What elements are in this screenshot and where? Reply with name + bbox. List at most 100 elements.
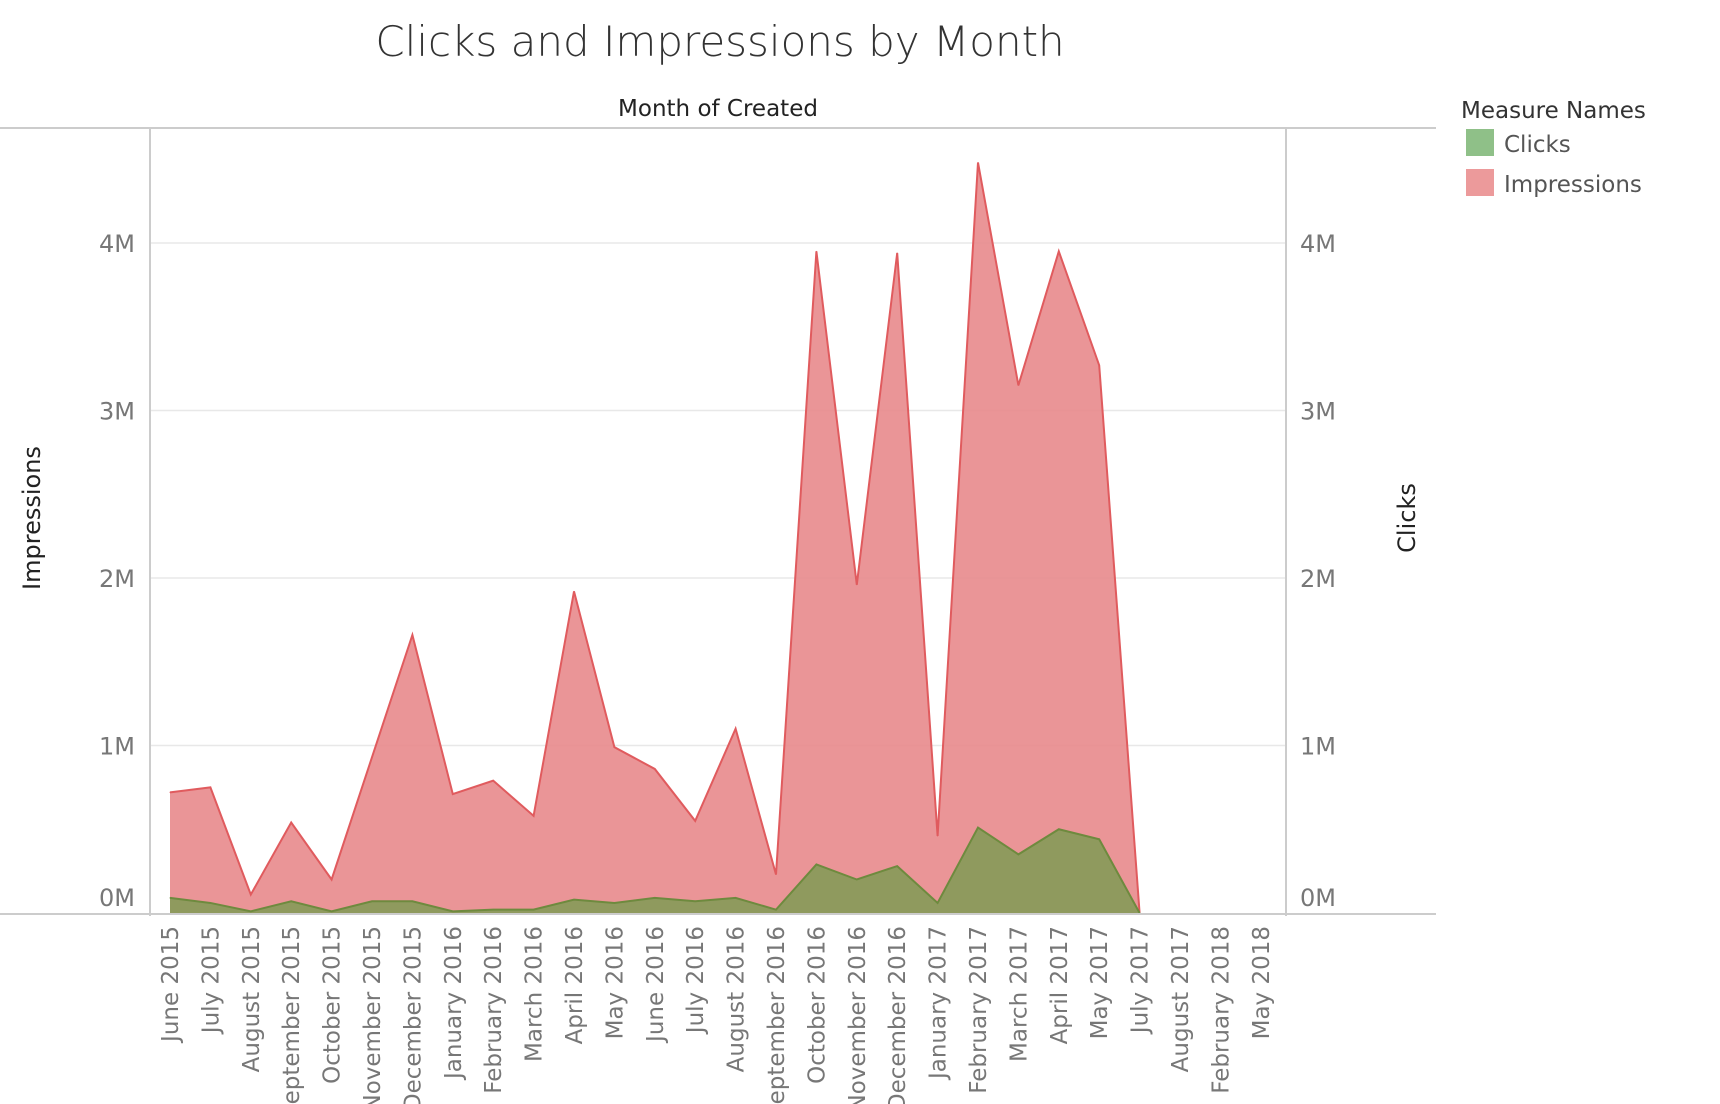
clicks-point (815, 863, 817, 865)
x-tick-label: May 2016 (602, 926, 628, 1039)
right-tick-label: 4M (1300, 230, 1336, 258)
right-tick-label: 1M (1300, 733, 1336, 761)
clicks-point (452, 910, 454, 912)
x-tick-label: September 2016 (764, 926, 790, 1104)
clicks-point (654, 897, 656, 899)
legend-label-clicks: Clicks (1504, 132, 1571, 158)
x-tick-label: July 2015 (198, 926, 224, 1035)
clicks-point (694, 900, 696, 902)
legend-title: Measure Names (1461, 98, 1646, 124)
clicks-point (1098, 838, 1100, 840)
impressions-point (492, 780, 494, 782)
impressions-point (250, 894, 252, 896)
clicks-point (775, 909, 777, 911)
x-tick-label: May 2017 (1087, 926, 1113, 1039)
clicks-point (613, 902, 615, 904)
x-tick-label: February 2017 (966, 926, 992, 1094)
impressions-point (209, 786, 211, 788)
impressions-point (856, 584, 858, 586)
clicks-area (170, 827, 1140, 913)
x-tick-label: October 2015 (320, 926, 346, 1084)
impressions-point (775, 873, 777, 875)
impressions-point (815, 250, 817, 252)
x-tick-label: February 2016 (481, 926, 507, 1094)
clicks-point (371, 900, 373, 902)
plot-areas (169, 162, 1141, 914)
impressions-point (1017, 384, 1019, 386)
x-tick-label: July 2016 (683, 926, 709, 1035)
x-tick-label: March 2017 (1006, 926, 1032, 1062)
impressions-point (331, 879, 333, 880)
x-tick-label: November 2015 (360, 926, 386, 1104)
right-axis-ticks: 0M 1M 2M 3M 4M (1300, 230, 1336, 912)
left-tick-label: 4M (99, 230, 135, 258)
legend: Measure Names Clicks Impressions (1461, 98, 1646, 198)
x-tick-label: January 2017 (926, 926, 952, 1081)
clicks-point (735, 897, 737, 899)
clicks-point (209, 902, 211, 904)
clicks-point (492, 909, 494, 911)
x-tick-label: July 2017 (1128, 926, 1154, 1035)
x-tick-label: May 2018 (1249, 926, 1275, 1039)
impressions-area (170, 162, 1140, 914)
impressions-point (896, 252, 898, 254)
legend-swatch-clicks (1466, 129, 1494, 156)
clicks-point (250, 910, 252, 912)
x-tick-label: December 2015 (400, 926, 426, 1104)
left-tick-label: 2M (99, 565, 135, 593)
clicks-point (896, 865, 898, 867)
impressions-point (654, 768, 656, 770)
x-tick-label: August 2017 (1168, 926, 1194, 1072)
x-tick-label: June 2016 (643, 926, 669, 1044)
impressions-point (452, 793, 454, 795)
x-tick-label: December 2016 (885, 926, 911, 1104)
impressions-point (290, 822, 292, 824)
clicks-point (290, 900, 292, 902)
legend-swatch-impressions (1466, 169, 1494, 196)
impressions-point (1058, 250, 1060, 252)
left-tick-label: 1M (99, 733, 135, 761)
left-tick-label: 3M (99, 398, 135, 426)
x-tick-label: April 2016 (562, 926, 588, 1044)
clicks-point (856, 879, 858, 880)
clicks-point (1058, 828, 1060, 830)
right-tick-label: 2M (1300, 565, 1336, 593)
impressions-point (573, 590, 575, 592)
x-tick-label: August 2016 (724, 926, 750, 1072)
x-tick-label: October 2016 (804, 926, 830, 1084)
impressions-point (1098, 364, 1100, 366)
impressions-point (411, 634, 413, 636)
left-axis-ticks: 0M 1M 2M 3M 4M (99, 230, 135, 912)
x-tick-label: August 2015 (239, 926, 265, 1072)
clicks-point (533, 909, 535, 911)
impressions-point (371, 756, 373, 758)
impressions-point (694, 820, 696, 822)
right-tick-label: 0M (1300, 884, 1336, 912)
impressions-point (613, 746, 615, 748)
right-tick-label: 3M (1300, 398, 1336, 426)
legend-label-impressions: Impressions (1504, 172, 1642, 198)
clicks-point (977, 827, 979, 829)
clicks-point (331, 910, 333, 912)
left-axis-title: Impressions (18, 446, 46, 590)
x-tick-label: January 2016 (441, 926, 467, 1081)
x-tick-label: September 2015 (279, 926, 305, 1104)
right-axis-title: Clicks (1393, 483, 1421, 553)
left-tick-label: 0M (99, 884, 135, 912)
chart-title: Clicks and Impressions by Month (375, 17, 1064, 66)
x-axis-ticks: June 2015 July 2015 August 2015 September 2… (158, 926, 1275, 1104)
x-tick-label: March 2016 (522, 926, 548, 1062)
x-tick-label: April 2017 (1047, 926, 1073, 1044)
clicks-point (169, 897, 171, 899)
impressions-point (169, 791, 171, 793)
x-tick-label: November 2016 (845, 926, 871, 1104)
x-tick-label: June 2015 (158, 926, 184, 1044)
clicks-point (937, 902, 939, 904)
impressions-point (977, 162, 979, 164)
top-axis-title: Month of Created (618, 96, 818, 122)
impressions-point (937, 835, 939, 837)
impressions-point (533, 815, 535, 817)
clicks-point (573, 899, 575, 901)
clicks-point (411, 900, 413, 902)
